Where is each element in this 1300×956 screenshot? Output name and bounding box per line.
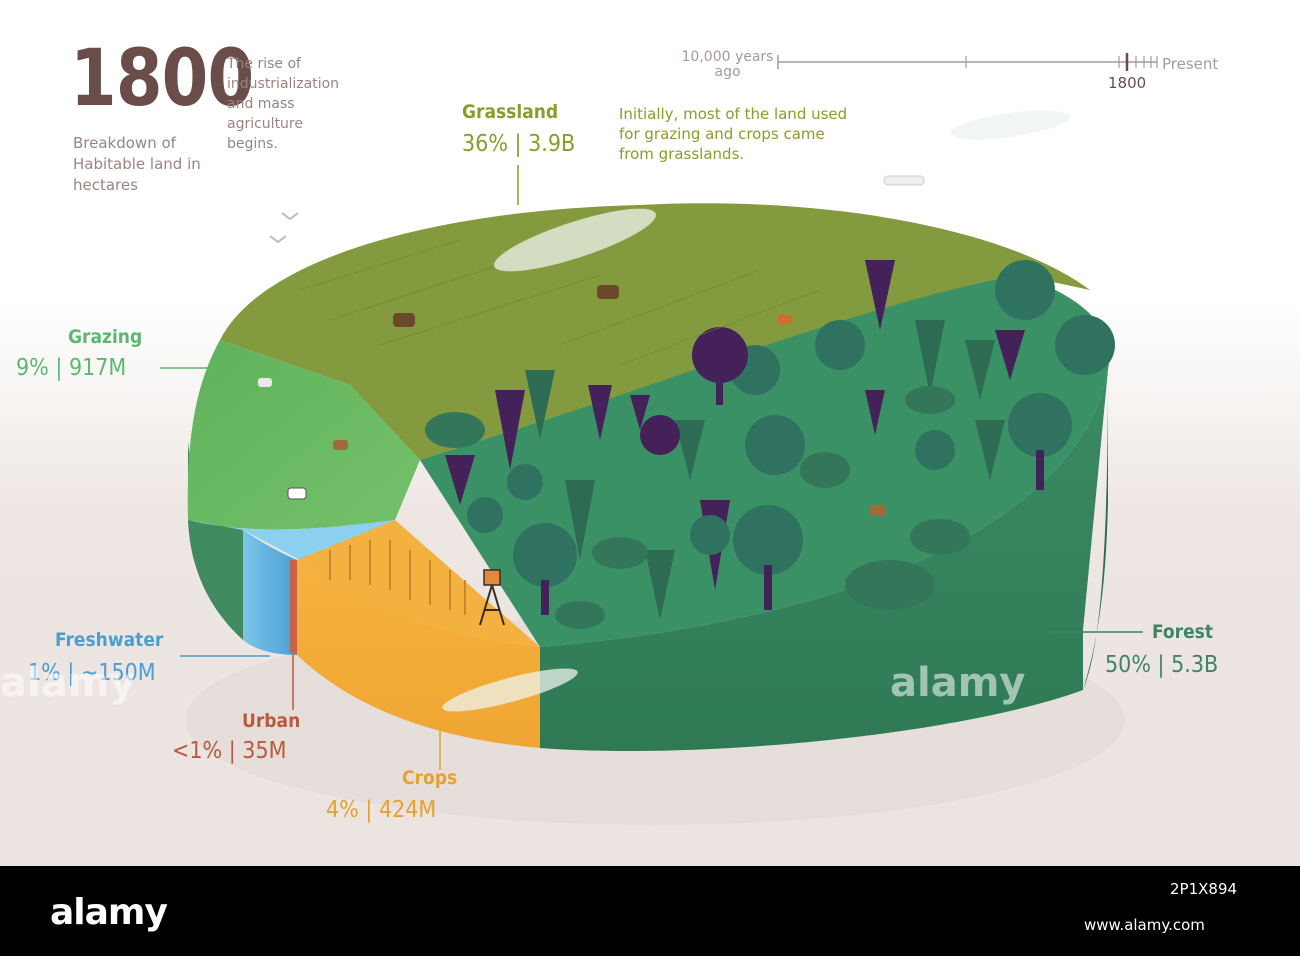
timeline-marker-label: 1800 xyxy=(1108,74,1147,92)
grassland-note: Initially, most of the land used for gra… xyxy=(619,105,848,163)
footer-brand-logo: alamy xyxy=(50,892,168,933)
crops-label: Crops xyxy=(402,767,458,789)
forest-value: 50% | 5.3B xyxy=(1105,652,1219,678)
crop-field-rows xyxy=(329,540,505,626)
land-use-pie-chart xyxy=(160,53,1158,825)
grazing-value: 9% | 917M xyxy=(16,355,127,381)
crops-value: 4% | 424M xyxy=(326,797,437,823)
timeline-start-label: 10,000 years ago xyxy=(681,49,774,80)
forest-label: Forest xyxy=(1152,621,1214,643)
forest-trees xyxy=(425,260,1115,629)
grassland-value: 36% | 3.9B xyxy=(462,131,576,157)
footer-bar xyxy=(0,866,1300,956)
grazing-label: Grazing xyxy=(68,326,143,348)
footer-url: www.alamy.com xyxy=(1084,916,1205,934)
era-description: The rise of industrialization and mass a… xyxy=(227,56,340,152)
timeline-end-label: Present xyxy=(1162,55,1219,73)
footer-image-id: 2P1X894 xyxy=(1170,880,1238,898)
freshwater-label: Freshwater xyxy=(55,629,164,651)
label-leader-lines xyxy=(160,165,1143,770)
urban-label: Urban xyxy=(242,710,301,732)
watermark-right: alamy xyxy=(890,660,1026,706)
year-title: 1800 xyxy=(70,34,254,124)
grassland-label: Grassland xyxy=(462,101,559,123)
urban-value: <1% | 35M xyxy=(172,738,287,764)
chart-subtitle: Breakdown of Habitable land in hectares xyxy=(73,134,201,194)
timeline-axis xyxy=(777,53,1158,71)
freshwater-value: 1% | ~150M xyxy=(28,660,156,686)
clouds xyxy=(442,110,1070,712)
watermark-left: alamy xyxy=(0,660,136,706)
animal-figures xyxy=(258,175,925,516)
